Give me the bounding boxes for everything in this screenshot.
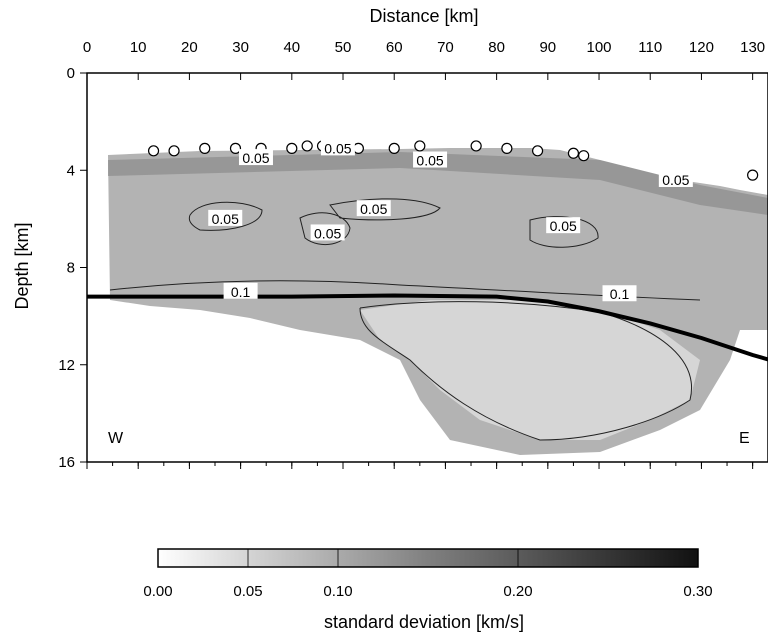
x-tick-label: 0	[83, 39, 91, 56]
std-dev-lower-lobe	[360, 300, 700, 440]
colorbar-tick-label: 0.10	[323, 583, 352, 600]
station-marker	[168, 145, 180, 157]
x-tick-label: 30	[232, 39, 249, 56]
x-tick-label: 80	[488, 39, 505, 56]
west-label: W	[108, 430, 124, 447]
x-tick-label: 110	[638, 39, 662, 56]
colorbar-tick-label: 0.20	[503, 583, 532, 600]
y-axis-label: Depth [km]	[12, 222, 32, 309]
colorbar-tick-label: 0.05	[233, 583, 262, 600]
station-marker	[147, 145, 160, 157]
station-marker	[747, 169, 759, 181]
contour-label: 0.05	[242, 150, 269, 166]
x-tick-label: 130	[740, 39, 765, 56]
station-marker	[531, 145, 544, 157]
y-tick-label: 12	[58, 357, 75, 374]
y-ticks: 0 4 8 12 16	[58, 65, 87, 471]
x-axis-label: Distance [km]	[369, 6, 478, 26]
contour-label: 0.05	[314, 225, 341, 241]
x-tick-label: 70	[437, 39, 454, 56]
contour-label: 0.05	[662, 172, 689, 188]
y-tick-label: 0	[67, 65, 75, 82]
x-tick-label: 40	[283, 39, 300, 56]
contour-label: 0.05	[550, 218, 577, 234]
x-tick-label: 100	[587, 39, 612, 56]
x-tick-label: 90	[539, 39, 556, 56]
station-marker	[501, 142, 513, 154]
station-marker	[199, 142, 211, 154]
contour-label: 0.05	[360, 201, 387, 217]
contour-label: 0.1	[610, 286, 630, 302]
contour-label: 0.1	[231, 284, 251, 300]
station-marker	[470, 140, 482, 152]
colorbar-tick-label: 0.00	[143, 583, 172, 600]
contour-label-bg	[546, 217, 581, 234]
colorbar-ticks: 0.00 0.05 0.10 0.20 0.30	[143, 549, 713, 600]
station-marker	[567, 147, 580, 159]
colorbar-gradient	[157, 548, 699, 568]
x-ticks: 0 10 20 30 40 50 60 70 80 90 100 110 120 130	[83, 39, 765, 469]
contour-label-bg	[223, 282, 258, 299]
contour-labels: 0.05 0.05 0.05 0.05 0.05 0.05 0.05 0.05 0.1 0.1	[208, 139, 693, 302]
station-marker	[414, 140, 426, 152]
x-tick-label: 50	[335, 39, 352, 56]
contour-label-bg	[320, 139, 355, 156]
contour-label-bg	[208, 209, 243, 226]
y-tick-label: 16	[58, 454, 75, 471]
contour-label-bg	[356, 200, 391, 217]
moho-line	[87, 293, 768, 362]
contour-label-bg	[310, 224, 345, 241]
x-tick-label: 20	[181, 39, 198, 56]
station-marker	[578, 150, 590, 162]
stations	[147, 140, 759, 181]
station-marker	[286, 142, 298, 154]
station-marker	[388, 142, 400, 154]
x-tick-label: 120	[689, 39, 714, 56]
std-dev-field: 0.05 0.05 0.05 0.05 0.05 0.05 0.05 0.05 0.1 0.1	[87, 139, 768, 455]
x-tick-label: 60	[386, 39, 403, 56]
station-marker	[229, 142, 242, 154]
contour-label: 0.05	[324, 140, 351, 156]
contour-label: 0.05	[212, 211, 239, 227]
colorbar-tick-label: 0.30	[683, 583, 712, 600]
contour-label-bg	[238, 149, 273, 166]
std-dev-upper-band	[108, 152, 768, 215]
contour-label-bg	[602, 285, 637, 302]
y-tick-label: 4	[67, 162, 75, 179]
contour-label-bg	[658, 170, 693, 187]
contour-label: 0.05	[416, 153, 443, 169]
east-label: E	[739, 430, 750, 447]
station-marker	[301, 140, 313, 152]
y-tick-label: 8	[67, 260, 75, 277]
colorbar: 0.00 0.05 0.10 0.20 0.30 standard deviation …	[143, 548, 713, 632]
colorbar-label: standard deviation [km/s]	[324, 612, 524, 632]
contour-label-bg	[413, 151, 448, 168]
x-tick-label: 10	[130, 39, 147, 56]
contour-lines	[109, 198, 701, 441]
